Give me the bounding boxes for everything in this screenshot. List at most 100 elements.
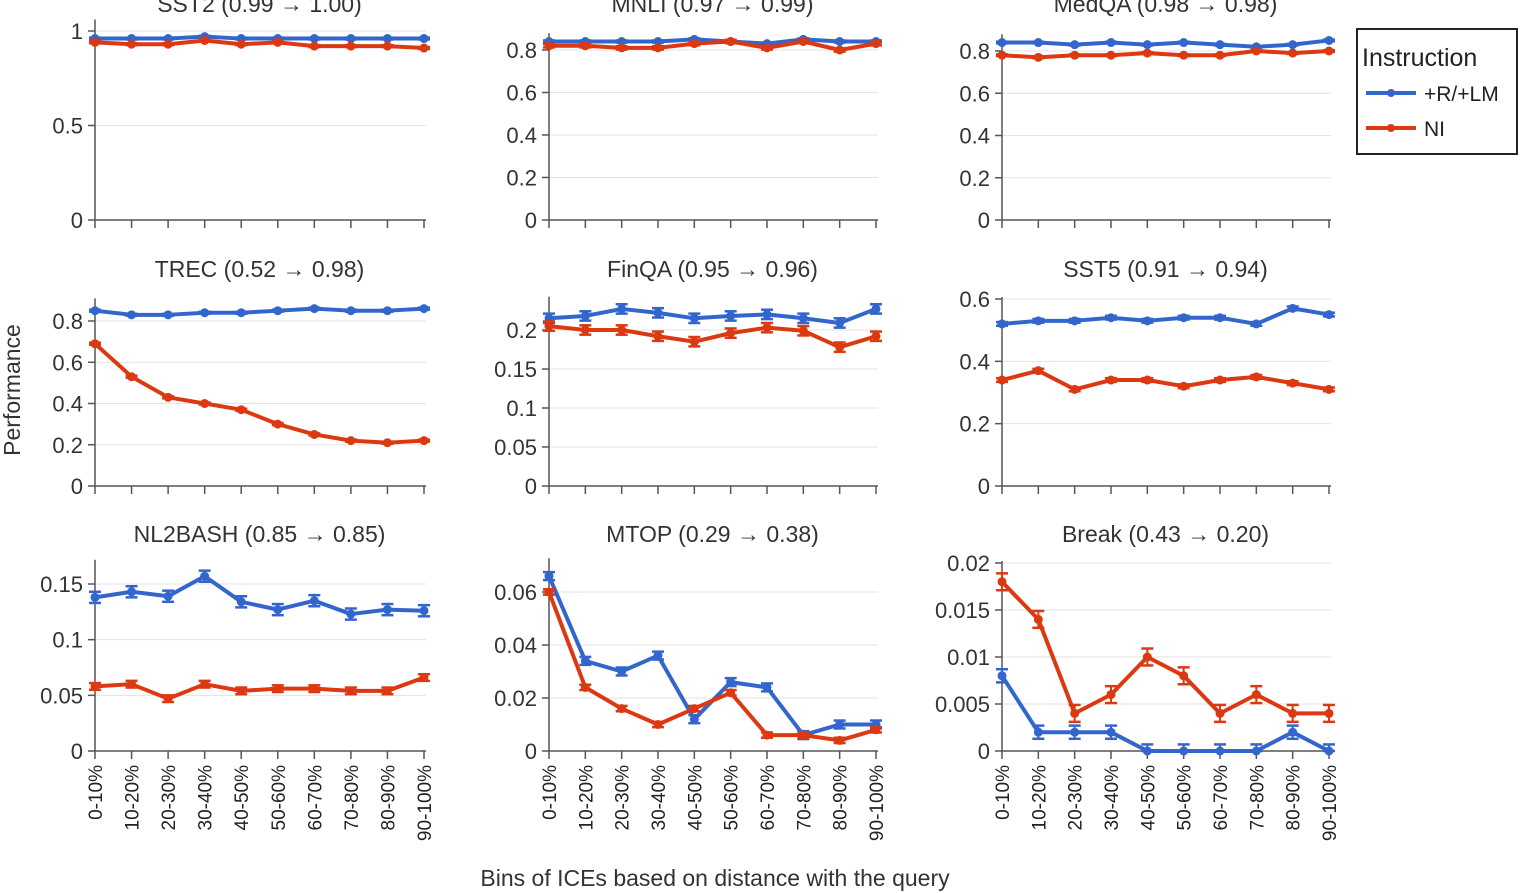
data-point [1288,48,1298,58]
data-point [1215,375,1225,385]
data-point [544,571,554,581]
data-point [1288,708,1298,718]
data-point [544,41,554,51]
x-tick-label: 60-70% [305,765,326,831]
data-point [1106,690,1116,700]
data-point [580,656,590,666]
data-point [1179,38,1189,48]
data-point [871,331,881,341]
data-point [617,37,627,46]
x-tick-label: 40-50% [1138,765,1159,831]
data-point [1142,316,1152,326]
data-point [273,605,283,615]
panel-title: MTOP (0.29 → 0.38) [606,521,819,547]
legend-title: Instruction [1362,44,1477,72]
data-point [544,587,554,597]
panel-title: MedQA (0.98 → 0.98) [1054,0,1278,17]
series-line [1001,368,1330,392]
x-tick-label: 0-10% [993,765,1014,820]
data-point [1033,316,1043,326]
data-point [127,587,137,597]
x-tick-label: 80-90% [378,765,399,831]
y-tick-label: 0.02 [494,686,537,711]
y-tick-label: 0.06 [494,580,537,605]
y-tick-label: 1 [71,19,83,44]
y-tick-label: 0.05 [40,683,83,708]
legend-marker-rlm [1387,89,1395,97]
panel-8: Break (0.43 → 0.20) 0 0.005 0.01 0.015 0.02 0-… [935,521,1341,841]
data-point [1179,746,1189,756]
y-tick-label: 0 [978,739,990,764]
series-line [1000,674,1330,753]
y-tick-label: 0.1 [506,396,537,421]
panel-7: MTOP (0.29 → 0.38) 0 0.02 0.04 0.06 0-10% 10-2… [494,521,888,841]
x-tick-label: 40-50% [685,765,706,831]
y-tick-label: 0.02 [947,551,990,576]
panel-1: MNLI (0.97 → 0.99) 0 0.2 0.4 0.6 0.8 [506,0,882,233]
data-point [835,735,845,745]
data-point [309,304,319,314]
data-point [236,686,246,696]
x-tick-label: 60-70% [1211,765,1232,831]
data-point [1251,46,1261,56]
x-tick-label: 50-60% [1175,765,1196,831]
data-point [309,596,319,606]
series-line [547,575,876,738]
data-point [346,41,356,51]
x-tick-label: 50-60% [722,765,743,831]
data-point [346,436,356,446]
y-tick-label: 0.2 [506,166,537,191]
data-point [346,34,356,44]
data-point [1215,313,1225,323]
data-point [1106,313,1116,323]
data-point [580,311,590,321]
data-point [236,308,246,318]
y-tick-label: 0.2 [959,412,990,437]
data-point [1142,746,1152,756]
panel-4: FinQA (0.95 → 0.96) 0 0.05 0.1 0.15 0.2 [494,256,882,499]
series-line [548,324,877,350]
y-tick-label: 0.6 [506,81,537,106]
panel-title: MNLI (0.97 → 0.99) [612,0,814,17]
data-point [617,667,627,676]
data-point [835,318,845,328]
data-point [871,725,881,735]
panel-title: FinQA (0.95 → 0.96) [607,256,818,282]
data-point [1070,708,1080,718]
data-point [90,37,100,47]
data-point [1215,50,1225,60]
data-point [1324,384,1334,394]
data-point [653,43,663,53]
data-point [1251,319,1261,329]
panel-title: Break (0.43 → 0.20) [1062,521,1269,547]
panel-2: MedQA (0.98 → 0.98) 0 0.2 0.4 0.6 0.8 [959,0,1335,233]
data-point [997,375,1007,385]
data-point [273,684,283,694]
y-tick-label: 0 [978,208,990,233]
y-tick-label: 0 [978,474,990,499]
data-point [653,308,663,318]
data-point [1070,316,1080,326]
data-point [1251,372,1261,382]
data-point [200,308,210,318]
x-tick-label: 10-20% [123,765,144,831]
data-point [689,704,699,714]
y-tick-label: 0.6 [959,81,990,106]
y-tick-label: 0.4 [959,349,990,374]
series-line [1000,580,1329,716]
series-line [94,38,425,51]
data-point [1179,313,1189,323]
y-tick-label: 0.4 [959,124,990,149]
data-point [1288,40,1298,50]
data-point [200,571,210,581]
data-point [90,306,100,316]
series-line [1001,49,1330,60]
data-point [835,45,845,55]
x-tick-label: 30-40% [196,765,217,831]
data-point [997,671,1007,681]
data-point [309,429,319,439]
y-tick-label: 0.8 [959,39,990,64]
data-point [419,606,429,616]
x-tick-label: 80-90% [831,765,852,831]
